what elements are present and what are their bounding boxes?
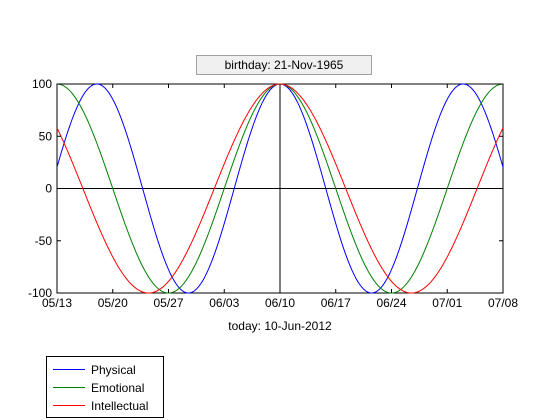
legend-line-intellectual xyxy=(53,405,85,406)
legend: Physical Emotional Intellectual xyxy=(46,356,164,418)
legend-label-physical: Physical xyxy=(91,363,136,377)
x-tick-label: 07/01 xyxy=(432,296,462,310)
legend-label-intellectual: Intellectual xyxy=(91,399,149,413)
x-tick-label: 05/13 xyxy=(42,296,72,310)
x-tick-label: 06/24 xyxy=(376,296,406,310)
y-tick-label: -50 xyxy=(35,234,53,248)
legend-label-emotional: Emotional xyxy=(91,381,145,395)
y-tick-label: 50 xyxy=(39,129,53,143)
legend-line-emotional xyxy=(53,387,85,388)
x-tick-label: 06/10 xyxy=(265,296,295,310)
legend-item-emotional: Emotional xyxy=(51,379,161,397)
x-tick-label: 07/08 xyxy=(488,296,518,310)
legend-item-intellectual: Intellectual xyxy=(51,397,161,415)
legend-item-physical: Physical xyxy=(51,361,161,379)
legend-line-physical xyxy=(53,369,85,370)
y-tick-label: 0 xyxy=(45,182,52,196)
x-tick-label: 05/20 xyxy=(98,296,128,310)
chart-title: birthday: 21-Nov-1965 xyxy=(196,55,372,75)
x-tick-label: 06/17 xyxy=(321,296,351,310)
x-tick-label: 05/27 xyxy=(153,296,183,310)
y-tick-label: 100 xyxy=(32,77,52,91)
x-axis-label: today: 10-Jun-2012 xyxy=(228,319,332,333)
y-tick-label: -100 xyxy=(28,286,52,300)
x-tick-label: 06/03 xyxy=(209,296,239,310)
